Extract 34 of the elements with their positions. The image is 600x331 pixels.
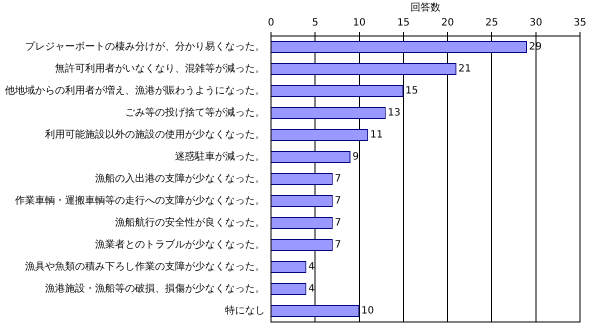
y-tick-label: ごみ等の投げ捨て等が減った。 [125, 106, 265, 119]
y-tick-label: プレジャーボートの棲み分けが、分かり易くなった。 [25, 40, 265, 53]
y-tick-label: 迷惑駐車が減った。 [175, 150, 265, 163]
y-tick-label: 漁業者とのトラブルが少なくなった。 [95, 238, 265, 251]
y-tick-label: 無許可利用者がいなくなり、混雑等が減った。 [55, 62, 265, 75]
x-tick-label: 15 [397, 18, 410, 29]
data-label: 7 [334, 196, 342, 207]
data-label: 15 [405, 86, 418, 97]
x-tick-label: 30 [529, 18, 542, 29]
data-label: 7 [334, 218, 342, 229]
data-label: 13 [388, 108, 401, 119]
data-label: 10 [361, 306, 374, 317]
x-tick-label: 0 [268, 18, 274, 29]
y-tick-label: 利用可能施設以外の施設の使用が少なくなった。 [45, 128, 265, 141]
x-tick-label: 5 [312, 18, 318, 29]
data-label: 11 [370, 130, 383, 141]
data-label: 9 [352, 152, 359, 163]
data-label: 7 [334, 174, 342, 185]
y-tick-label: 他地域からの利用者が増え、漁港が賑わうようになった。 [5, 84, 265, 97]
y-tick-label: 漁船の入出港の支障が少なくなった。 [95, 172, 265, 185]
x-axis-title: 回答数 [410, 2, 440, 14]
x-tick-label: 10 [352, 18, 366, 29]
y-tick-label: 漁船航行の安全性が良くなった。 [115, 216, 265, 229]
y-tick-label: 漁港施設・漁船等の破損、損傷が少なくなった。 [45, 282, 265, 295]
x-tick-label: 35 [574, 18, 586, 29]
x-tick-label: 25 [485, 18, 498, 29]
x-tick-label: 20 [441, 18, 454, 29]
data-label: 7 [334, 240, 342, 251]
y-tick-label: 漁具や魚類の積み下ろし作業の支障が少なくなった。 [25, 260, 265, 273]
y-tick-label: 作業車輌・運搬車輌等の走行への支障が少なくなった。 [14, 194, 265, 207]
data-label: 21 [458, 64, 472, 75]
y-tick-label: 特になし [225, 304, 265, 317]
data-label: 4 [308, 284, 315, 295]
data-label: 4 [308, 262, 315, 273]
